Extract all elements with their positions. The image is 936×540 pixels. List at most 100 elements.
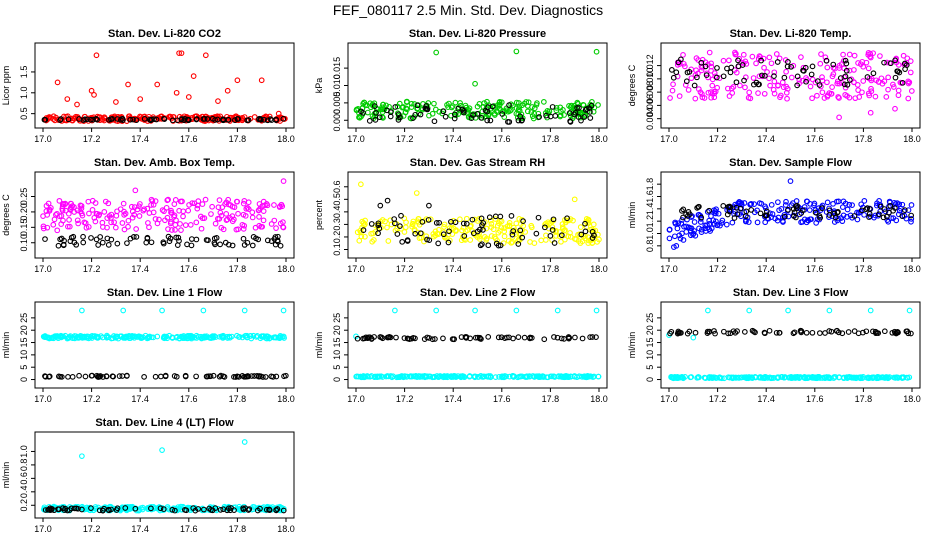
data-point-main: [407, 373, 414, 380]
chart-line4: Stan. Dev. Line 4 (LT) Flow ml/min 17.0 17.…: [1, 417, 295, 534]
data-point-secondary: [124, 240, 130, 247]
data-point-main: [846, 94, 853, 101]
data-point-main: [753, 60, 759, 67]
data-point-main: [85, 198, 92, 205]
data-point-main: [431, 233, 437, 240]
data-point-main: [260, 198, 267, 205]
data-point-secondary: [867, 206, 873, 212]
data-point-main: [229, 218, 236, 225]
data-point-main: [809, 95, 815, 102]
data-point-main: [211, 333, 218, 339]
x-tick-label: 17.8: [542, 134, 560, 144]
data-point-main: [885, 74, 892, 81]
data-point-secondary: [863, 206, 869, 213]
data-point-main: [169, 227, 175, 233]
data-point-main: [878, 75, 885, 82]
data-point-secondary: [127, 116, 134, 123]
data-point-secondary: [401, 335, 408, 341]
y-tick-label: 25: [645, 313, 655, 323]
data-point-secondary: [725, 330, 732, 337]
data-point-secondary: [582, 228, 589, 235]
data-point-secondary: [759, 72, 765, 79]
x-tick-label: 17.2: [396, 264, 414, 274]
data-point-outlier: [377, 202, 384, 209]
data-point-main: [262, 202, 268, 209]
data-point-main: [56, 197, 63, 204]
data-point-secondary: [446, 228, 452, 235]
data-point-secondary: [794, 73, 801, 80]
data-point-secondary: [479, 241, 485, 248]
data-point-main: [543, 232, 549, 239]
data-point-secondary: [519, 117, 525, 124]
data-point-main: [119, 220, 126, 226]
data-point-main: [908, 216, 915, 222]
data-point-main: [198, 225, 205, 232]
data-point-main: [550, 373, 557, 380]
data-point-outlier: [746, 307, 753, 314]
data-point-main: [708, 225, 715, 232]
data-point-secondary: [57, 236, 64, 243]
data-point-secondary: [817, 214, 824, 221]
data-point-secondary: [695, 204, 702, 210]
data-point-secondary: [757, 210, 764, 217]
data-point-main: [726, 57, 732, 64]
data-point-secondary: [515, 241, 522, 247]
data-point-secondary: [266, 507, 272, 513]
data-point-secondary: [42, 236, 48, 242]
data-point-main: [186, 333, 193, 339]
data-point-outlier: [413, 190, 420, 196]
data-point-secondary: [790, 206, 797, 212]
data-point-main: [125, 223, 131, 230]
data-point-secondary: [845, 329, 852, 335]
data-point-main: [496, 98, 503, 105]
data-point-secondary: [547, 233, 554, 239]
y-axis-label: ml/min: [627, 202, 637, 229]
data-point-main: [698, 226, 705, 233]
data-point-secondary: [220, 373, 227, 380]
y-tick-label: 20: [645, 325, 655, 335]
data-point-secondary: [551, 334, 557, 340]
data-point-secondary: [667, 330, 673, 337]
data-point-main: [531, 240, 538, 246]
data-point-main: [509, 373, 516, 379]
data-point-main: [670, 81, 676, 88]
data-point-main: [159, 116, 165, 122]
data-point-main: [249, 209, 256, 216]
y-tick-label: 0.3: [332, 218, 342, 231]
data-point-main: [164, 197, 171, 204]
data-point-outlier: [690, 334, 697, 341]
data-point-main: [501, 233, 508, 240]
plot-frame: [347, 171, 608, 259]
data-point-secondary: [714, 65, 720, 71]
chart-ambbox: Stan. Dev. Amb. Box Temp. degrees C 17.0 17…: [1, 157, 295, 274]
data-point-secondary: [408, 335, 415, 342]
data-point-main: [84, 333, 91, 340]
data-point-main: [895, 92, 902, 99]
data-point-main: [216, 197, 223, 203]
data-point-secondary: [684, 330, 691, 337]
data-point-main: [260, 333, 267, 339]
data-point-secondary: [706, 207, 712, 214]
data-point-secondary: [249, 242, 256, 249]
x-tick-label: 17.2: [83, 134, 101, 144]
data-point-main: [410, 373, 417, 380]
x-tick-label: 17.6: [493, 134, 511, 144]
data-point-main: [218, 224, 225, 231]
data-point-main: [402, 224, 409, 231]
data-point-main: [50, 221, 57, 228]
y-tick-label: 0.6: [332, 181, 342, 194]
data-point-main: [747, 95, 754, 102]
data-point-secondary: [484, 117, 491, 124]
data-point-main: [811, 200, 818, 207]
data-point-secondary: [204, 373, 211, 380]
data-point-main: [731, 374, 737, 381]
data-point-main: [819, 89, 826, 96]
data-point-main: [839, 218, 846, 225]
data-point-main: [431, 373, 438, 380]
data-point-main: [754, 207, 760, 214]
data-point-main: [136, 213, 143, 219]
data-point-main: [708, 67, 714, 74]
data-point-main: [767, 82, 773, 89]
data-point-secondary: [758, 57, 764, 64]
data-point-main: [761, 374, 768, 381]
